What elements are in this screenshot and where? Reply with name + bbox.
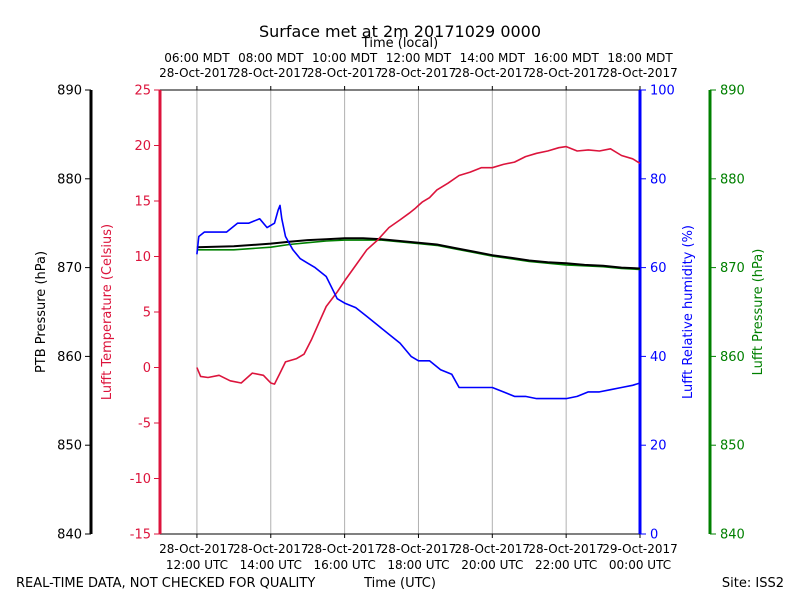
x-tick-label-date: 29-Oct-2017 xyxy=(602,542,678,556)
humidity-axis-tick-label: 60 xyxy=(650,261,667,276)
lufft-pressure-axis-tick-label: 880 xyxy=(720,172,745,187)
quality-disclaimer: REAL-TIME DATA, NOT CHECKED FOR QUALITY xyxy=(16,576,315,591)
plot-area: 28-Oct-2017 12:00 UTC 28-Oct-2017 14:00 UTC… xyxy=(34,51,766,572)
top-tick-label-time: 16:00 MDT xyxy=(533,51,599,65)
x-tick-label-date: 28-Oct-2017 xyxy=(455,542,531,556)
top-tick-label-date: 28-Oct-2017 xyxy=(528,66,604,80)
lufft-pressure-axis-tick-label: 870 xyxy=(720,261,745,276)
top-tick-label-date: 28-Oct-2017 xyxy=(602,66,678,80)
temperature-axis-tick-label: 25 xyxy=(134,84,151,99)
top-tick-label-date: 28-Oct-2017 xyxy=(233,66,309,80)
temperature-axis-title: Lufft Temperature (Celsius) xyxy=(100,224,115,400)
humidity-axis-tick-label: 80 xyxy=(650,172,667,187)
x-tick-label-date: 28-Oct-2017 xyxy=(159,542,235,556)
top-tick-label-time: 12:00 MDT xyxy=(386,51,452,65)
humidity-axis-title: Lufft Relative humidity (%) xyxy=(681,225,696,399)
humidity-axis-tick-label: 20 xyxy=(650,439,667,454)
x-tick-label-time: 12:00 UTC xyxy=(166,558,228,572)
temperature-axis-tick-label: 15 xyxy=(134,195,151,210)
ptb-pressure-axis-tick-label: 870 xyxy=(57,261,82,276)
top-tick-label-time: 10:00 MDT xyxy=(312,51,378,65)
x-tick-label-time: 16:00 UTC xyxy=(314,558,376,572)
temperature-axis-tick-label: 20 xyxy=(134,139,151,154)
x-tick-label-time: 14:00 UTC xyxy=(240,558,302,572)
top-tick-label-date: 28-Oct-2017 xyxy=(159,66,235,80)
ptb-pressure-axis-tick-label: 890 xyxy=(57,84,82,99)
top-tick-label-time: 08:00 MDT xyxy=(238,51,304,65)
temperature-axis-tick-label: -10 xyxy=(130,472,151,487)
x-tick-label-time: 18:00 UTC xyxy=(387,558,449,572)
x-tick-label-date: 28-Oct-2017 xyxy=(528,542,604,556)
top-tick-label-date: 28-Oct-2017 xyxy=(307,66,383,80)
temperature-axis-tick-label: -15 xyxy=(130,528,151,543)
temperature-axis-tick-label: 0 xyxy=(143,361,151,376)
x-tick-label-time: 22:00 UTC xyxy=(535,558,597,572)
x-axis-label: Time (UTC) xyxy=(363,576,436,591)
temperature-axis-tick-label: 5 xyxy=(143,306,151,321)
ptb-pressure-axis-title: PTB Pressure (hPa) xyxy=(34,251,49,373)
lufft-pressure-axis-tick-label: 890 xyxy=(720,84,745,99)
chart-title: Surface met at 2m 20171029 0000 xyxy=(259,22,541,41)
top-axis-label: Time (local) xyxy=(361,36,438,51)
temperature-axis-tick-label: -5 xyxy=(138,417,151,432)
ptb-pressure-axis-tick-label: 850 xyxy=(57,439,82,454)
top-tick-label-time: 06:00 MDT xyxy=(164,51,230,65)
top-tick-label-date: 28-Oct-2017 xyxy=(381,66,457,80)
humidity-axis-tick-label: 100 xyxy=(650,84,675,99)
humidity-axis-tick-label: 40 xyxy=(650,350,667,365)
x-tick-label-date: 28-Oct-2017 xyxy=(381,542,457,556)
x-tick-label-date: 28-Oct-2017 xyxy=(233,542,309,556)
lufft-pressure-axis-tick-label: 860 xyxy=(720,350,745,365)
x-tick-label-time: 00:00 UTC xyxy=(609,558,671,572)
temperature-axis-tick-label: 10 xyxy=(134,250,151,265)
ptb-pressure-axis-tick-label: 860 xyxy=(57,350,82,365)
series-lufft-relative-humidity xyxy=(196,204,641,400)
lufft-pressure-axis-title: Lufft Pressure (hPa) xyxy=(751,249,766,376)
top-tick-label-time: 14:00 MDT xyxy=(460,51,526,65)
series-ptb-pressure xyxy=(196,237,641,270)
humidity-axis-tick-label: 0 xyxy=(650,528,658,543)
top-tick-label-date: 28-Oct-2017 xyxy=(455,66,531,80)
ptb-pressure-axis-tick-label: 880 xyxy=(57,172,82,187)
top-tick-label-time: 18:00 MDT xyxy=(607,51,673,65)
series-lufft-temperature xyxy=(196,145,641,385)
lufft-pressure-axis-tick-label: 850 xyxy=(720,439,745,454)
x-tick-label-date: 28-Oct-2017 xyxy=(307,542,383,556)
x-tick-label-time: 20:00 UTC xyxy=(461,558,523,572)
site-label: Site: ISS2 xyxy=(722,576,784,591)
lufft-pressure-axis-tick-label: 840 xyxy=(720,528,745,543)
ptb-pressure-axis-tick-label: 840 xyxy=(57,528,82,543)
